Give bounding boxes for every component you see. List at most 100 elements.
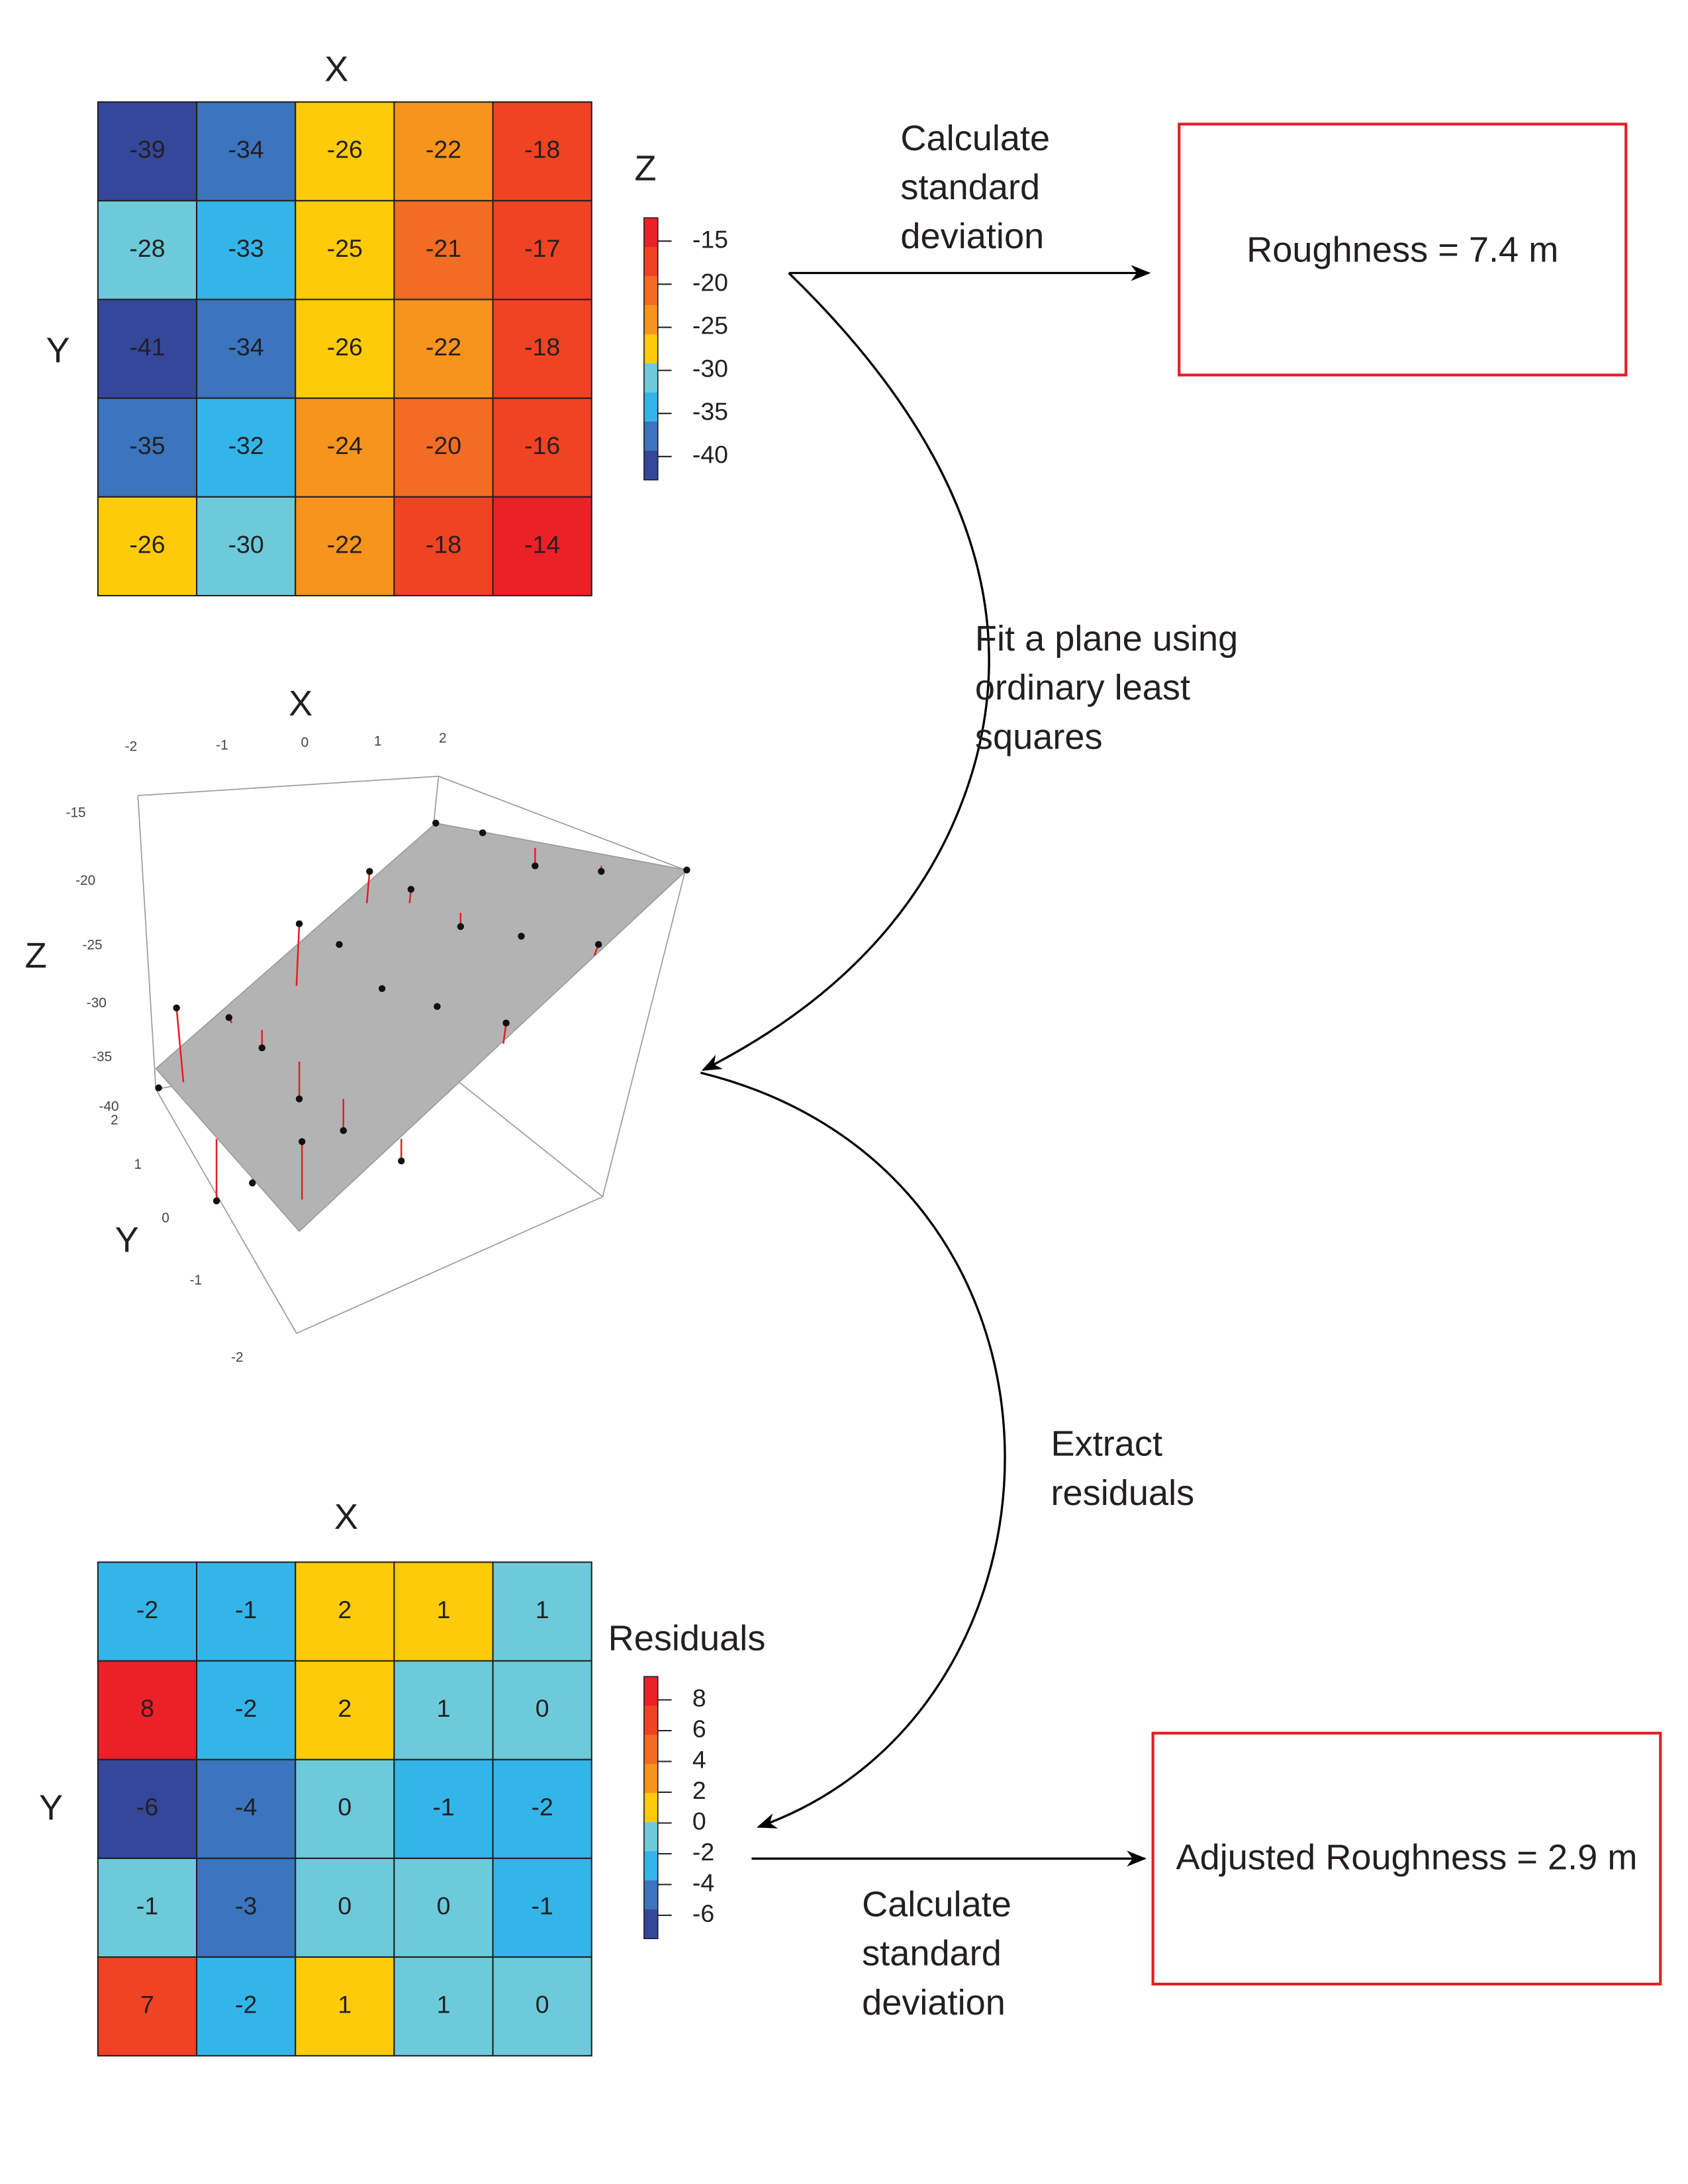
plot-3d	[137, 776, 690, 1334]
legend-tick-label: -4	[692, 1868, 714, 1896]
cell-value: -17	[524, 234, 560, 262]
axis-label: Y	[115, 1220, 139, 1259]
tick-label: 2	[439, 731, 447, 746]
legend-tick-label: 2	[692, 1776, 706, 1804]
grid-cell	[295, 101, 395, 202]
tick-label: -35	[92, 1049, 112, 1064]
result-box	[1178, 122, 1628, 377]
step-text: deviation	[900, 216, 1044, 256]
data-points	[155, 819, 690, 1205]
grid-cell	[295, 496, 395, 597]
tick-label: 2	[111, 1113, 118, 1128]
axis-label: X	[334, 1497, 358, 1537]
cell-value: 1	[437, 1991, 451, 2019]
legend-tick-label: -2	[692, 1838, 714, 1866]
grid-cell	[295, 1956, 395, 2057]
cell-value: 1	[536, 1596, 549, 1623]
tick-label: 1	[374, 733, 382, 749]
grid-cell	[196, 1758, 297, 1859]
cell-value: 1	[338, 1991, 352, 2019]
legend-swatch	[643, 218, 658, 248]
cell-value: -20	[426, 432, 461, 459]
grid-cell	[97, 1956, 198, 2057]
legend-tick-label: 0	[692, 1807, 706, 1835]
grid-cell	[196, 1857, 297, 1958]
cell-value: -16	[524, 432, 560, 459]
cell-value: -22	[327, 530, 363, 558]
box-edge	[296, 1196, 603, 1334]
tick-label: -40	[99, 1099, 119, 1114]
cell-value: -1	[531, 1891, 553, 1919]
legend-swatch	[643, 305, 658, 335]
cell-value: -28	[129, 234, 165, 262]
arrow	[700, 1071, 1006, 1829]
cell-value: -22	[426, 333, 461, 361]
step-text: Calculate	[900, 118, 1050, 158]
grid-cell	[492, 1758, 592, 1859]
cell-value: -22	[426, 136, 461, 163]
legend-swatch	[643, 1793, 658, 1823]
step-label: Calculate standard deviation	[900, 118, 1050, 256]
legend-swatch	[643, 1735, 658, 1764]
tick-label: -1	[190, 1273, 203, 1288]
grid-cell	[492, 1561, 592, 1662]
legend-tick-label: 8	[692, 1684, 706, 1711]
legend-swatch	[643, 276, 658, 306]
cell-value: -26	[129, 530, 165, 558]
step-text: Fit a plane using	[975, 619, 1238, 659]
box-edge	[155, 1089, 297, 1334]
cell-value: -26	[327, 333, 363, 361]
legend-tick-label: -35	[692, 398, 728, 426]
grid-cell	[295, 1857, 395, 1958]
axis-label: X	[289, 684, 312, 723]
legend-swatch	[643, 1676, 658, 1706]
cell-value: -34	[228, 136, 264, 163]
step-text: Extract	[1051, 1424, 1163, 1464]
tick-label: -30	[87, 995, 107, 1011]
cell-value: -21	[426, 234, 461, 262]
arrow	[701, 272, 990, 1071]
step-text: squares	[975, 717, 1103, 756]
cell-value: -39	[129, 136, 165, 163]
tick-label: -25	[83, 938, 103, 953]
step-text: standard	[862, 1934, 1002, 1974]
cell-value: 0	[437, 1891, 451, 1919]
grid-cell	[196, 397, 297, 498]
grid-cell	[295, 397, 395, 498]
cell-value: -18	[524, 136, 560, 163]
top-grid: -39 -34 -26 -22 -18 -28 -33 -25 -21 -17 -41 -34 -26 -…	[97, 101, 728, 597]
grid-cell	[492, 1660, 592, 1760]
legend-frame	[643, 217, 659, 480]
legend-tick-label: -20	[692, 268, 728, 296]
cell-value: -41	[129, 333, 165, 361]
step-label: Fit a plane using ordinary least squares	[975, 619, 1238, 756]
legend-tick-label: -25	[692, 311, 728, 339]
legend-tick-label: -6	[692, 1899, 714, 1927]
grid-cell	[492, 397, 592, 498]
cell-value: -32	[228, 432, 264, 459]
cell-value: 0	[536, 1991, 549, 2019]
cell-value: -30	[228, 530, 264, 558]
grid-cell	[393, 397, 494, 498]
tick-label: -15	[66, 805, 86, 821]
bottom-grid: -2 -1 2 1 1 8 -2 2 1 0 -6 -4 0 -1 -2 -1 -3 0 0 -1 7 -2 1 1 0 8 64 2…	[97, 1561, 714, 2057]
step-text: deviation	[862, 1983, 1006, 2023]
legend-swatch	[643, 247, 658, 277]
box-edge	[138, 776, 439, 796]
step-text: Calculate	[862, 1885, 1011, 1925]
tick-labels-3d: -2 -1 0 1 2 2 1 0 -1 -2 -15 -20 -25 -30 -35 -40	[66, 731, 447, 1365]
grid-cell	[97, 101, 198, 202]
axis-label: Y	[39, 1788, 63, 1828]
result-text: Adjusted Roughness = 2.9 m	[1176, 1838, 1638, 1878]
grid-cell	[97, 1857, 198, 1958]
box-edge	[602, 870, 686, 1197]
axis-label: Z	[25, 936, 47, 976]
step-text: residuals	[1051, 1473, 1195, 1513]
step-text: standard	[900, 167, 1040, 207]
fitted-plane	[155, 822, 688, 1232]
legend-swatch	[643, 451, 658, 480]
legend-title: Z	[634, 149, 656, 189]
step-label: Extract residuals	[1051, 1424, 1195, 1513]
grid-cell	[196, 496, 297, 597]
